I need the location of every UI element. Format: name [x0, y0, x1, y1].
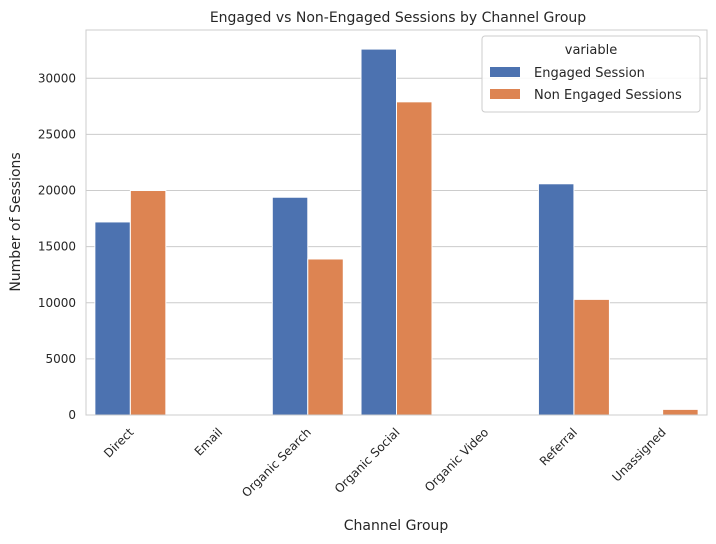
- bar-non-engaged-sessions-organic-social: [396, 101, 433, 416]
- y-axis-label: Number of Sessions: [8, 152, 24, 291]
- bar-non-engaged-sessions-organic-search: [307, 258, 344, 416]
- x-tick-label-organic-video: Organic Video: [422, 425, 491, 494]
- bar-engaged-session-referral: [537, 183, 575, 416]
- y-axis-ticks: 0 5000 10000 15000 20000 25000 30000: [38, 71, 76, 422]
- x-tick-label-organic-search: Organic Search: [239, 425, 314, 500]
- legend-swatch-non-engaged: [490, 89, 520, 99]
- bar-engaged-session-organic-search: [271, 196, 309, 416]
- legend-label-non-engaged: Non Engaged Sessions: [534, 88, 682, 103]
- plot-border: [85, 29, 708, 416]
- bar-non-engaged-sessions-direct: [129, 190, 167, 416]
- y-tick-label-30000: 30000: [38, 71, 76, 85]
- y-tick-label-15000: 15000: [38, 240, 76, 254]
- bar-non-engaged-sessions-referral: [573, 298, 610, 416]
- x-tick-label-email: Email: [192, 425, 225, 458]
- x-axis-label: Channel Group: [344, 518, 449, 534]
- x-axis-ticks: Direct Email Organic Search Organic Social O…: [101, 425, 669, 500]
- y-tick-label-10000: 10000: [38, 296, 76, 310]
- chart-title: Engaged vs Non-Engaged Sessions by Chann…: [210, 10, 586, 26]
- x-tick-label-referral: Referral: [537, 425, 580, 468]
- legend-title: variable: [565, 43, 617, 58]
- y-tick-label-20000: 20000: [38, 184, 76, 198]
- legend: variable Engaged Session Non Engaged Ses…: [481, 35, 701, 113]
- bar-engaged-session-direct: [94, 221, 131, 416]
- bar-engaged-session-organic-social: [360, 48, 397, 416]
- x-tick-label-direct: Direct: [101, 425, 137, 461]
- legend-box: [481, 35, 701, 113]
- legend-swatch-engaged: [490, 67, 520, 77]
- x-tick-label-organic-social: Organic Social: [332, 425, 403, 496]
- y-tick-label-25000: 25000: [38, 127, 76, 141]
- y-tick-label-0: 0: [68, 408, 76, 422]
- legend-label-engaged: Engaged Session: [534, 66, 645, 81]
- x-tick-label-unassigned: Unassigned: [609, 425, 668, 484]
- bar-non-engaged-sessions-unassigned: [662, 408, 699, 416]
- y-tick-label-5000: 5000: [45, 352, 76, 366]
